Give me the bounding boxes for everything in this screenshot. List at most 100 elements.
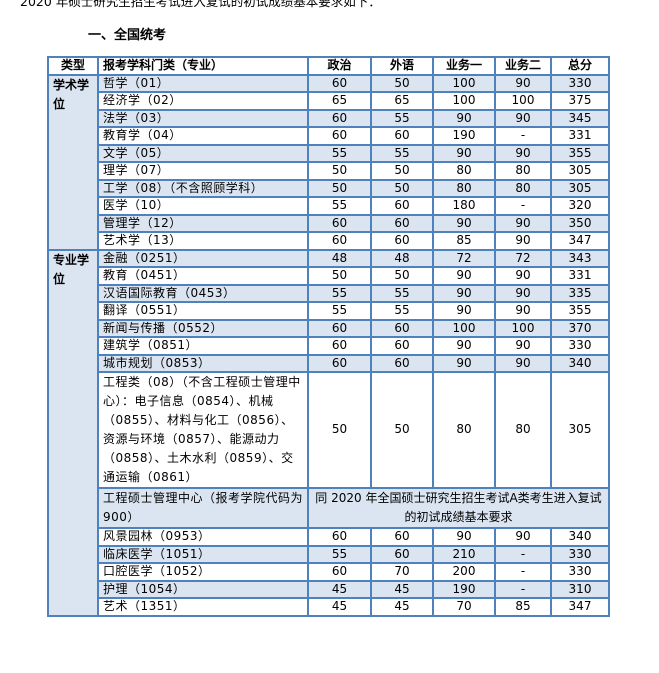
course-two-score: 90 <box>494 266 552 286</box>
course-two-score: - <box>494 126 552 146</box>
course-one-score: 90 <box>432 336 496 356</box>
score-requirements-table: 类型 报考学科门类（专业） 政治 外语 业务一 业务二 总分 学术学位 哲学（01） 60 50 1… <box>47 56 610 617</box>
foreign-language-score: 60 <box>370 196 434 216</box>
course-one-score: 90 <box>432 213 496 233</box>
subject-cell: 哲学（01） <box>97 73 309 93</box>
course-one-score: 90 <box>432 527 496 547</box>
table-row: 医学（10） 55 60 180-320 <box>48 196 610 216</box>
course-two-score: - <box>494 579 552 599</box>
politics-score: 48 <box>307 248 372 268</box>
course-two-score: 72 <box>494 248 552 268</box>
politics-score: 55 <box>307 301 372 321</box>
course-one-score: 190 <box>432 579 496 599</box>
total-score: 320 <box>550 196 610 216</box>
header-foreign-language: 外语 <box>370 56 434 76</box>
table-row: 学术学位 哲学（01） 60 50 100 90 330 <box>47 73 610 251</box>
total-score: 330 <box>550 73 610 93</box>
foreign-language-score: 60 <box>370 544 434 564</box>
subject-cell: 理学（07） <box>97 161 309 181</box>
course-two-score: 90 <box>494 527 552 547</box>
course-two-score: 80 <box>494 178 552 198</box>
header-course-two: 业务二 <box>494 56 552 76</box>
total-score: 331 <box>550 126 610 146</box>
course-two-score: 100 <box>494 91 552 111</box>
foreign-language-score: 55 <box>370 283 434 303</box>
politics-score: 55 <box>307 196 372 216</box>
subject-cell: 翻译（0551） <box>97 301 309 321</box>
politics-score: 60 <box>307 126 372 146</box>
politics-score: 55 <box>307 544 372 564</box>
header-type: 类型 <box>47 56 99 76</box>
course-two-score: 85 <box>494 597 552 617</box>
table-row: 工程类（08）（不含工程硕士管理中心）：电子信息（0854）、机械（0855）、… <box>48 371 610 489</box>
total-score: 335 <box>550 283 610 303</box>
politics-score: 50 <box>307 371 372 489</box>
course-two-score: 90 <box>494 353 552 373</box>
subject-cell: 文学（05） <box>97 143 309 163</box>
foreign-language-score: 60 <box>370 126 434 146</box>
politics-score: 55 <box>307 143 372 163</box>
subject-cell: 艺术学（13） <box>97 231 309 251</box>
foreign-language-score: 55 <box>370 301 434 321</box>
table-row: 法学（03） 60 55 90 90 345 <box>48 108 610 128</box>
politics-score: 60 <box>307 318 372 338</box>
foreign-language-score: 50 <box>370 161 434 181</box>
table-row: 艺术（1351） 45 45 70 85 347 <box>48 597 610 617</box>
total-score: 330 <box>550 544 610 564</box>
table-row: 经济学（02） 65 65 100 100 375 <box>48 91 610 111</box>
header-politics: 政治 <box>307 56 372 76</box>
politics-score: 50 <box>307 161 372 181</box>
course-one-score: 210 <box>432 544 496 564</box>
politics-score: 50 <box>307 266 372 286</box>
table-row: 文学（05） 55 55 90 90 355 <box>48 143 610 163</box>
foreign-language-score: 65 <box>370 91 434 111</box>
foreign-language-score: 45 <box>370 579 434 599</box>
foreign-language-score: 60 <box>370 527 434 547</box>
course-one-score: 100 <box>432 318 496 338</box>
course-two-score: 90 <box>494 336 552 356</box>
table-row: 翻译（0551） 55 55 90 90 355 <box>48 301 610 321</box>
table-header-row: 类型 报考学科门类（专业） 政治 外语 业务一 业务二 总分 <box>47 56 610 76</box>
table-row: 教育学（04） 60 60 190-331 <box>48 126 610 146</box>
subject-cell: 护理（1054） <box>97 579 309 599</box>
course-one-score: 180 <box>432 196 496 216</box>
note-cell: 同 2020 年全国硕士研究生招生考试A类考生进入复试的初试成绩基本要求 <box>307 487 610 529</box>
table-row: 新闻与传播（0552） 60 60 100 100 370 <box>48 318 610 338</box>
degree-type-cell: 学术学位 <box>47 73 99 251</box>
politics-score: 60 <box>307 353 372 373</box>
politics-score: 55 <box>307 283 372 303</box>
course-one-score: 85 <box>432 231 496 251</box>
table-row: 汉语国际教育（0453） 55 55 90 90 335 <box>48 283 610 303</box>
subject-cell: 汉语国际教育（0453） <box>97 283 309 303</box>
table-row: 护理（1054） 45 45 190-310 <box>48 579 610 599</box>
header-subject: 报考学科门类（专业） <box>97 56 309 76</box>
course-two-score: 90 <box>494 213 552 233</box>
total-score: 305 <box>550 178 610 198</box>
course-one-score: 90 <box>432 353 496 373</box>
table-row: 口腔医学（1052） 60 70 200-330 <box>48 562 610 582</box>
total-score: 350 <box>550 213 610 233</box>
total-score: 330 <box>550 562 610 582</box>
total-score: 355 <box>550 301 610 321</box>
table-row: 临床医学（1051） 55 60 210-330 <box>48 544 610 564</box>
table-row: 教育（0451） 50 50 90 90 331 <box>48 266 610 286</box>
total-score: 347 <box>550 231 610 251</box>
course-two-score: 90 <box>494 143 552 163</box>
section-heading: 一、全国统考 <box>88 28 167 43</box>
header-course-one: 业务一 <box>432 56 496 76</box>
course-two-score: 90 <box>494 283 552 303</box>
course-two-score: - <box>494 562 552 582</box>
course-two-score: 90 <box>494 73 552 93</box>
foreign-language-score: 60 <box>370 213 434 233</box>
course-one-score: 90 <box>432 283 496 303</box>
course-one-score: 90 <box>432 301 496 321</box>
course-one-score: 90 <box>432 266 496 286</box>
foreign-language-score: 50 <box>370 266 434 286</box>
politics-score: 65 <box>307 91 372 111</box>
subject-cell: 管理学（12） <box>97 213 309 233</box>
course-two-score: 90 <box>494 108 552 128</box>
table-row: 专业学位 金融（0251） 48 48 72 72 343 <box>47 248 610 617</box>
total-score: 340 <box>550 353 610 373</box>
subject-cell: 工程硕士管理中心（报考学院代码为 900） <box>97 487 309 529</box>
foreign-language-score: 50 <box>370 178 434 198</box>
